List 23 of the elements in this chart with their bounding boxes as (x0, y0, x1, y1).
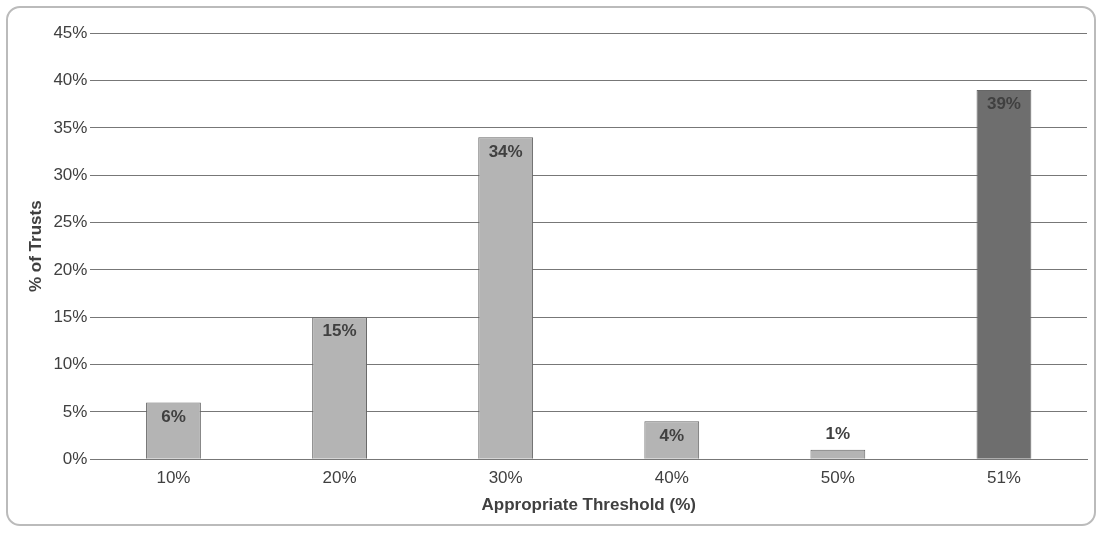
y-tick-label: 5% (62, 401, 88, 421)
y-tick-label: 40% (53, 70, 88, 90)
data-label: 4% (659, 425, 685, 445)
x-tick-label: 51% (986, 468, 1021, 488)
x-tick-label: 50% (820, 468, 855, 488)
data-label: 15% (322, 321, 357, 341)
y-tick-label: 20% (53, 259, 88, 279)
x-axis-title: Appropriate Threshold (%) (481, 495, 696, 515)
y-tick-label: 25% (53, 212, 88, 232)
y-tick-label: 35% (53, 117, 88, 137)
x-tick-label: 10% (156, 468, 191, 488)
y-tick-label: 30% (53, 164, 88, 184)
x-tick-label: 20% (322, 468, 357, 488)
y-tick-label: 15% (53, 306, 88, 326)
y-axis-title: % of Trusts (25, 200, 45, 293)
data-label: 1% (825, 423, 851, 443)
y-tick-label: 10% (53, 354, 88, 374)
data-label: 34% (488, 141, 523, 161)
x-tick-label: 40% (654, 468, 689, 488)
data-label: 6% (161, 406, 186, 426)
y-tick-label: 45% (53, 22, 88, 42)
y-tick-label: 0% (62, 448, 88, 468)
x-tick-label: 30% (488, 468, 523, 488)
